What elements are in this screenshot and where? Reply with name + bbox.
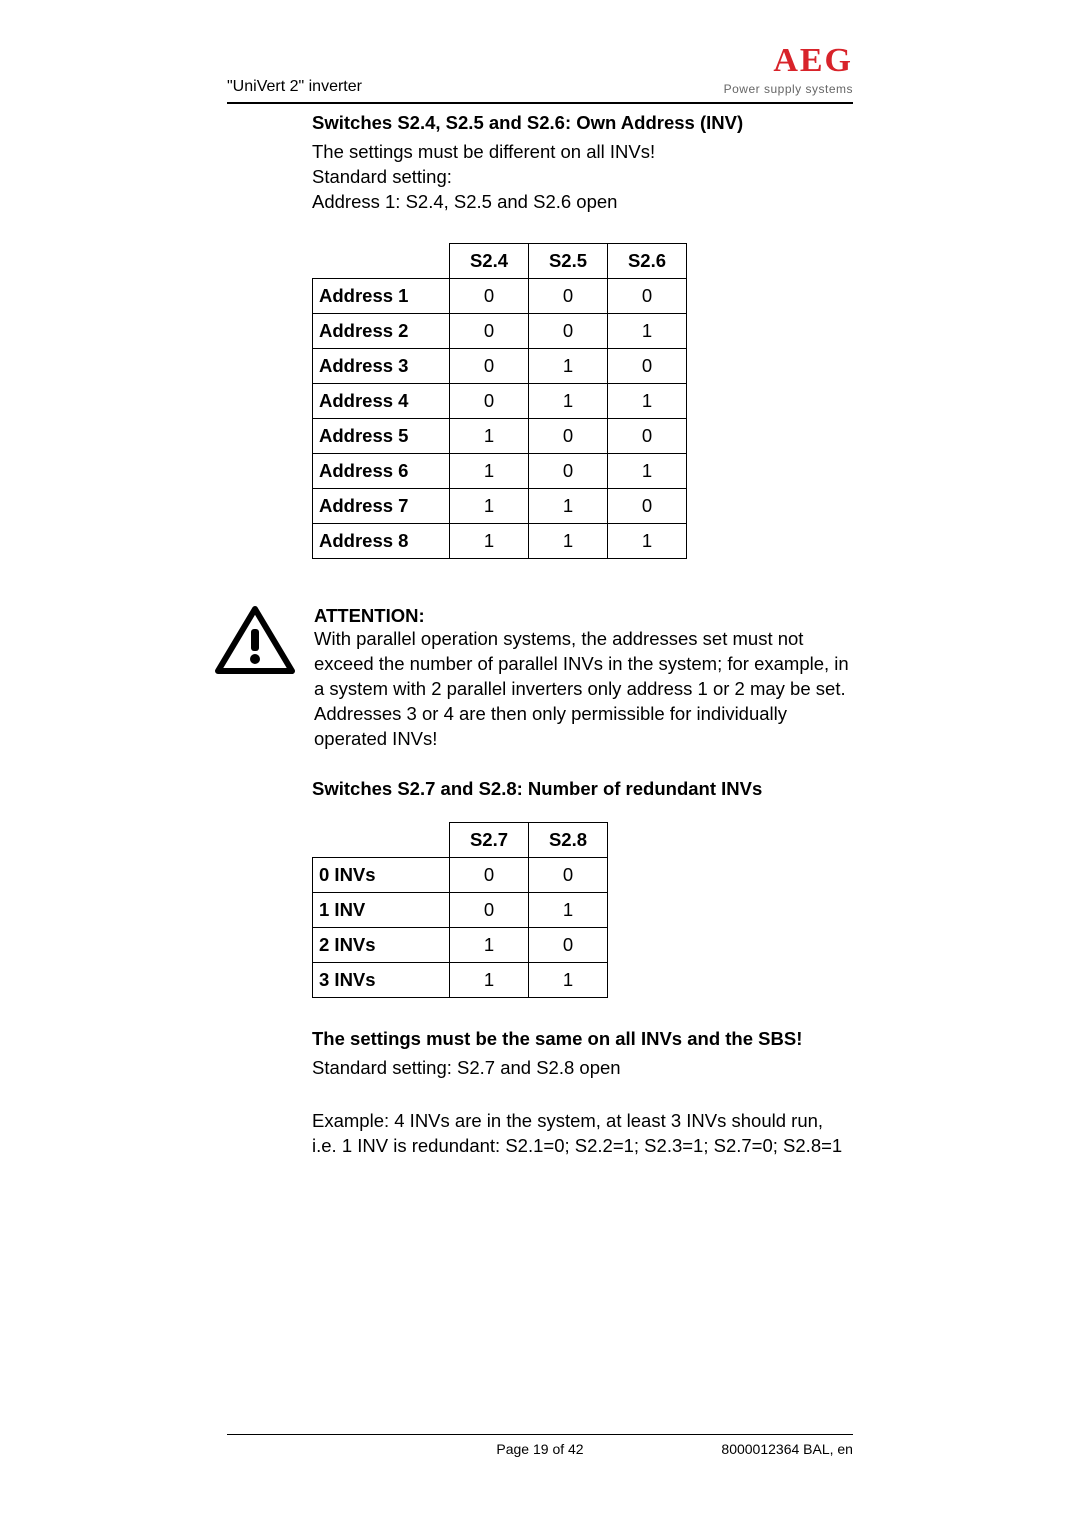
- footer-spacer: [227, 1441, 434, 1457]
- attention-text: ATTENTION: With parallel operation syste…: [314, 605, 853, 752]
- col-header: S2.5: [529, 243, 608, 278]
- cell: 1: [529, 523, 608, 558]
- cell: 1: [529, 348, 608, 383]
- cell: 1: [608, 453, 687, 488]
- cell: 0: [450, 313, 529, 348]
- table-row: Address 4 0 1 1: [313, 383, 687, 418]
- closing-bold: The settings must be the same on all INV…: [312, 1028, 853, 1050]
- section1-heading: Switches S2.4, S2.5 and S2.6: Own Addres…: [312, 112, 853, 134]
- table-row: Address 7 1 1 0: [313, 488, 687, 523]
- cell: 1: [529, 892, 608, 927]
- redundant-table: S2.7 S2.8 0 INVs 0 0 1 INV 0 1 2 INVs 1 …: [312, 822, 608, 998]
- attention-heading: ATTENTION:: [314, 605, 853, 627]
- table-row: Address 1 0 0 0: [313, 278, 687, 313]
- table-row: Address 6 1 0 1: [313, 453, 687, 488]
- table-row: 3 INVs 1 1: [313, 962, 608, 997]
- cell: 0: [450, 892, 529, 927]
- example-line1: Example: 4 INVs are in the system, at le…: [312, 1109, 853, 1134]
- cell: 0: [529, 418, 608, 453]
- brand-logo: AEG: [724, 44, 853, 78]
- col-header: S2.6: [608, 243, 687, 278]
- doc-title: "UniVert 2" inverter: [227, 78, 362, 96]
- cell: 1: [608, 313, 687, 348]
- row-label: 3 INVs: [313, 962, 450, 997]
- cell: 0: [608, 418, 687, 453]
- example-line2: i.e. 1 INV is redundant: S2.1=0; S2.2=1;…: [312, 1134, 853, 1159]
- section1-line2: Standard setting:: [312, 165, 853, 190]
- page: "UniVert 2" inverter AEG Power supply sy…: [0, 0, 1080, 1527]
- cell: 0: [529, 857, 608, 892]
- brand-block: AEG Power supply systems: [724, 44, 853, 96]
- row-label: Address 4: [313, 383, 450, 418]
- table-row: Address 2 0 0 1: [313, 313, 687, 348]
- table-row: Address 3 0 1 0: [313, 348, 687, 383]
- cell: 0: [529, 927, 608, 962]
- cell: 1: [450, 488, 529, 523]
- row-label: 1 INV: [313, 892, 450, 927]
- cell: 1: [450, 523, 529, 558]
- attention-block: ATTENTION: With parallel operation syste…: [312, 605, 853, 752]
- attention-body: With parallel operation systems, the add…: [314, 627, 853, 752]
- table-row: Address 8 1 1 1: [313, 523, 687, 558]
- row-label: Address 1: [313, 278, 450, 313]
- table-row: 2 INVs 1 0: [313, 927, 608, 962]
- cell: 1: [529, 488, 608, 523]
- cell: 0: [450, 857, 529, 892]
- page-header: "UniVert 2" inverter AEG Power supply sy…: [227, 44, 853, 104]
- row-label: 0 INVs: [313, 857, 450, 892]
- section2-heading: Switches S2.7 and S2.8: Number of redund…: [312, 778, 853, 800]
- row-label: Address 6: [313, 453, 450, 488]
- cell: 1: [529, 962, 608, 997]
- table-empty-cell: [313, 243, 450, 278]
- footer-page: Page 19 of 42: [434, 1441, 647, 1457]
- address-table: S2.4 S2.5 S2.6 Address 1 0 0 0 Address 2…: [312, 243, 687, 559]
- section1-line1: The settings must be different on all IN…: [312, 140, 853, 165]
- cell: 0: [608, 488, 687, 523]
- table-row: 1 INV 0 1: [313, 892, 608, 927]
- table-header-row: S2.4 S2.5 S2.6: [313, 243, 687, 278]
- cell: 1: [608, 523, 687, 558]
- cell: 1: [529, 383, 608, 418]
- cell: 0: [608, 278, 687, 313]
- cell: 0: [450, 278, 529, 313]
- col-header: S2.7: [450, 822, 529, 857]
- row-label: Address 5: [313, 418, 450, 453]
- cell: 1: [450, 453, 529, 488]
- cell: 1: [450, 418, 529, 453]
- page-footer: Page 19 of 42 8000012364 BAL, en: [227, 1434, 853, 1457]
- row-label: Address 8: [313, 523, 450, 558]
- table-header-row: S2.7 S2.8: [313, 822, 608, 857]
- cell: 1: [450, 962, 529, 997]
- closing-std: Standard setting: S2.7 and S2.8 open: [312, 1056, 853, 1081]
- row-label: Address 7: [313, 488, 450, 523]
- row-label: Address 2: [313, 313, 450, 348]
- cell: 0: [529, 313, 608, 348]
- section1-line3: Address 1: S2.4, S2.5 and S2.6 open: [312, 190, 853, 215]
- row-label: 2 INVs: [313, 927, 450, 962]
- cell: 0: [529, 453, 608, 488]
- cell: 1: [608, 383, 687, 418]
- cell: 1: [450, 927, 529, 962]
- cell: 0: [608, 348, 687, 383]
- cell: 0: [450, 348, 529, 383]
- warning-icon: [214, 605, 296, 682]
- footer-docnum: 8000012364 BAL, en: [646, 1441, 853, 1457]
- table-row: Address 5 1 0 0: [313, 418, 687, 453]
- cell: 0: [529, 278, 608, 313]
- table-empty-cell: [313, 822, 450, 857]
- row-label: Address 3: [313, 348, 450, 383]
- table-row: 0 INVs 0 0: [313, 857, 608, 892]
- col-header: S2.4: [450, 243, 529, 278]
- cell: 0: [450, 383, 529, 418]
- col-header: S2.8: [529, 822, 608, 857]
- brand-subtitle: Power supply systems: [724, 82, 853, 96]
- content-area: Switches S2.4, S2.5 and S2.6: Own Addres…: [312, 112, 853, 1159]
